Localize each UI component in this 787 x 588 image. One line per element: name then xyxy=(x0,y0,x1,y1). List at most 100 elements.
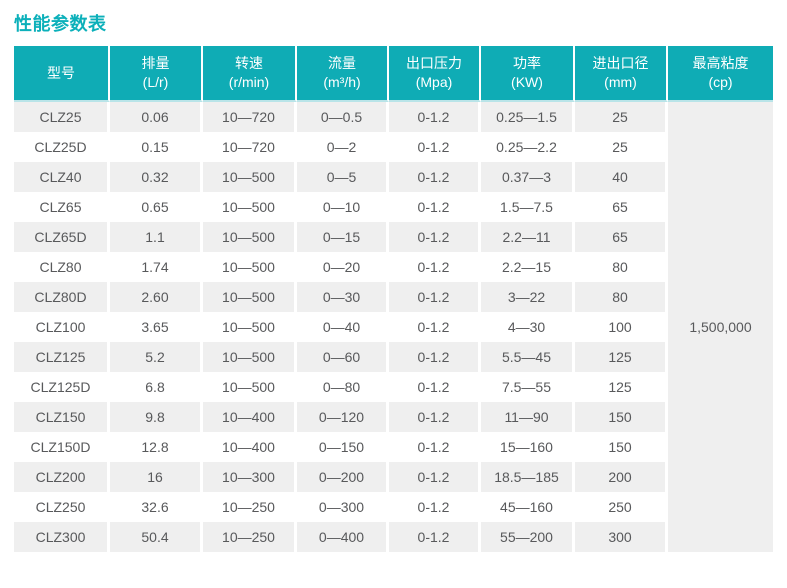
cell-displacement: 5.2 xyxy=(110,342,203,372)
cell-displacement: 1.74 xyxy=(110,252,203,282)
cell-speed: 10—300 xyxy=(203,462,297,492)
cell-displacement: 2.60 xyxy=(110,282,203,312)
cell-displacement: 32.6 xyxy=(110,492,203,522)
cell-outlet-pressure: 0-1.2 xyxy=(389,282,481,312)
col-header-displacement: 排量 (L/r) xyxy=(110,46,203,102)
cell-model: CLZ65D xyxy=(14,222,110,252)
cell-model: CLZ25D xyxy=(14,132,110,162)
cell-flow: 0—5 xyxy=(297,162,389,192)
cell-power: 2.2—11 xyxy=(481,222,575,252)
cell-outlet-pressure: 0-1.2 xyxy=(389,222,481,252)
col-header-label: 功率 xyxy=(513,55,541,71)
cell-flow: 0—200 xyxy=(297,462,389,492)
cell-outlet-pressure: 0-1.2 xyxy=(389,252,481,282)
cell-power: 2.2—15 xyxy=(481,252,575,282)
cell-port-diameter: 125 xyxy=(575,342,668,372)
cell-outlet-pressure: 0-1.2 xyxy=(389,132,481,162)
cell-port-diameter: 250 xyxy=(575,492,668,522)
cell-model: CLZ40 xyxy=(14,162,110,192)
cell-outlet-pressure: 0-1.2 xyxy=(389,402,481,432)
cell-power: 15—160 xyxy=(481,432,575,462)
cell-outlet-pressure: 0-1.2 xyxy=(389,372,481,402)
table-row: CLZ100 3.65 10—500 0—40 0-1.2 4—30 100 xyxy=(14,312,773,342)
cell-flow: 0—60 xyxy=(297,342,389,372)
cell-power: 11—90 xyxy=(481,402,575,432)
cell-model: CLZ200 xyxy=(14,462,110,492)
cell-port-diameter: 300 xyxy=(575,522,668,552)
cell-model: CLZ100 xyxy=(14,312,110,342)
table-header-row: 型号 排量 (L/r) 转速 (r/min) 流量 (m³/h) 出口压力 (M… xyxy=(14,46,773,102)
table-row: CLZ150 9.8 10—400 0—120 0-1.2 11—90 150 xyxy=(14,402,773,432)
cell-speed: 10—500 xyxy=(203,342,297,372)
cell-port-diameter: 150 xyxy=(575,402,668,432)
cell-model: CLZ80D xyxy=(14,282,110,312)
cell-outlet-pressure: 0-1.2 xyxy=(389,432,481,462)
table-row: CLZ200 16 10—300 0—200 0-1.2 18.5—185 200 xyxy=(14,462,773,492)
cell-power: 45—160 xyxy=(481,492,575,522)
cell-port-diameter: 65 xyxy=(575,222,668,252)
col-header-unit: (m³/h) xyxy=(323,74,361,90)
cell-model: CLZ80 xyxy=(14,252,110,282)
cell-model: CLZ150 xyxy=(14,402,110,432)
table-row: CLZ25 0.06 10—720 0—0.5 0-1.2 0.25—1.5 25 1,500… xyxy=(14,102,773,552)
cell-power: 0.37—3 xyxy=(481,162,575,192)
cell-model: CLZ25 xyxy=(14,102,110,132)
cell-speed: 10—720 xyxy=(203,102,297,132)
cell-speed: 10—720 xyxy=(203,132,297,162)
col-header-speed: 转速 (r/min) xyxy=(203,46,297,102)
cell-speed: 10—500 xyxy=(203,282,297,312)
col-header-label: 进出口径 xyxy=(592,55,649,71)
cell-max-viscosity-merged: 1,500,000 xyxy=(668,102,773,552)
col-header-label: 流量 xyxy=(328,55,356,71)
cell-flow: 0—400 xyxy=(297,522,389,552)
cell-displacement: 16 xyxy=(110,462,203,492)
cell-port-diameter: 25 xyxy=(575,132,668,162)
table-row: CLZ250 32.6 10—250 0—300 0-1.2 45—160 250 xyxy=(14,492,773,522)
table-row: CLZ125 5.2 10—500 0—60 0-1.2 5.5—45 125 xyxy=(14,342,773,372)
cell-speed: 10—400 xyxy=(203,432,297,462)
cell-flow: 0—10 xyxy=(297,192,389,222)
cell-displacement: 12.8 xyxy=(110,432,203,462)
cell-displacement: 6.8 xyxy=(110,372,203,402)
col-header-unit: (mm) xyxy=(604,74,637,90)
cell-port-diameter: 200 xyxy=(575,462,668,492)
col-header-label: 最高粘度 xyxy=(692,55,749,71)
cell-speed: 10—500 xyxy=(203,252,297,282)
cell-power: 7.5—55 xyxy=(481,372,575,402)
cell-displacement: 1.1 xyxy=(110,222,203,252)
cell-power: 0.25—1.5 xyxy=(481,102,575,132)
cell-power: 1.5—7.5 xyxy=(481,192,575,222)
col-header-power: 功率 (KW) xyxy=(481,46,575,102)
table-row: CLZ65 0.65 10—500 0—10 0-1.2 1.5—7.5 65 xyxy=(14,192,773,222)
col-header-unit: (r/min) xyxy=(228,74,270,90)
cell-flow: 0—40 xyxy=(297,312,389,342)
table-row: CLZ125D 6.8 10—500 0—80 0-1.2 7.5—55 125 xyxy=(14,372,773,402)
cell-power: 0.25—2.2 xyxy=(481,132,575,162)
cell-power: 18.5—185 xyxy=(481,462,575,492)
cell-flow: 0—15 xyxy=(297,222,389,252)
col-header-outlet-pressure: 出口压力 (Mpa) xyxy=(389,46,481,102)
col-header-label: 型号 xyxy=(47,64,75,81)
table-row: CLZ40 0.32 10—500 0—5 0-1.2 0.37—3 40 xyxy=(14,162,773,192)
col-header-model: 型号 xyxy=(14,46,110,102)
cell-power: 3—22 xyxy=(481,282,575,312)
cell-flow: 0—80 xyxy=(297,372,389,402)
cell-outlet-pressure: 0-1.2 xyxy=(389,342,481,372)
table-row: CLZ80D 2.60 10—500 0—30 0-1.2 3—22 80 xyxy=(14,282,773,312)
cell-model: CLZ250 xyxy=(14,492,110,522)
cell-speed: 10—500 xyxy=(203,312,297,342)
cell-flow: 0—20 xyxy=(297,252,389,282)
cell-model: CLZ125D xyxy=(14,372,110,402)
cell-displacement: 0.65 xyxy=(110,192,203,222)
col-header-max-viscosity: 最高粘度 (cp) xyxy=(668,46,773,102)
cell-port-diameter: 65 xyxy=(575,192,668,222)
cell-speed: 10—500 xyxy=(203,222,297,252)
cell-power: 5.5—45 xyxy=(481,342,575,372)
col-header-flow: 流量 (m³/h) xyxy=(297,46,389,102)
cell-flow: 0—150 xyxy=(297,432,389,462)
cell-flow: 0—30 xyxy=(297,282,389,312)
table-row: CLZ80 1.74 10—500 0—20 0-1.2 2.2—15 80 xyxy=(14,252,773,282)
col-header-unit: (Mpa) xyxy=(415,74,453,90)
cell-displacement: 0.32 xyxy=(110,162,203,192)
cell-port-diameter: 125 xyxy=(575,372,668,402)
